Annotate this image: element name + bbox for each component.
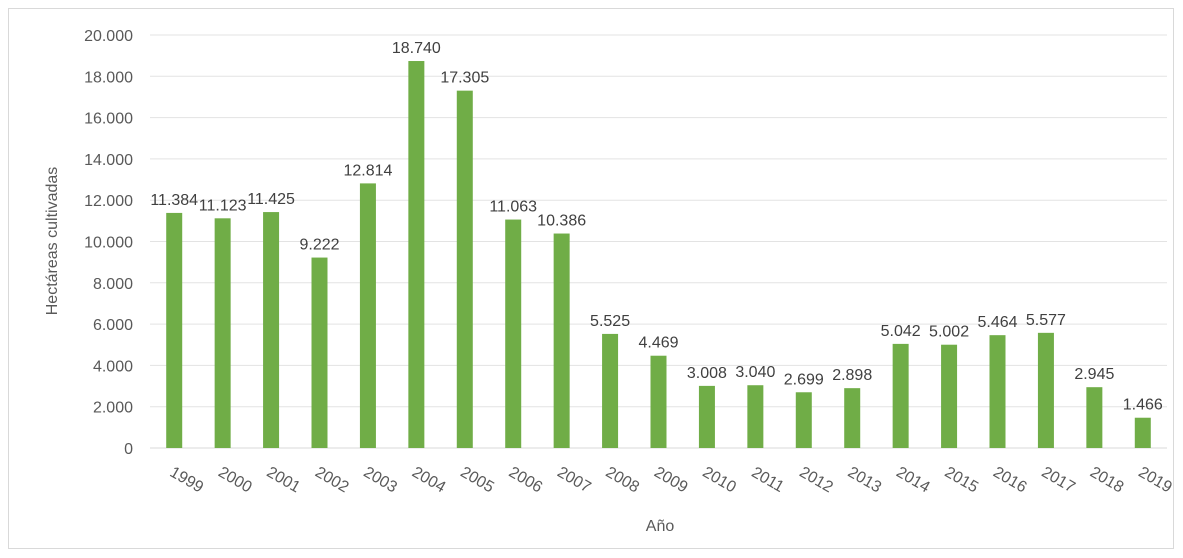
- x-tick-label-2018: 2018: [1087, 464, 1126, 497]
- data-label-2006: 11.063: [489, 199, 537, 216]
- x-tick-label-2013: 2013: [845, 464, 884, 497]
- x-tick-label-2004: 2004: [409, 464, 448, 497]
- bar-2017: [1037, 332, 1054, 448]
- x-tick-label-2014: 2014: [893, 464, 932, 497]
- y-tick-label: 20.000: [84, 28, 133, 45]
- data-label-2004: 18.740: [392, 40, 441, 57]
- data-label-2015: 5.002: [929, 324, 969, 341]
- x-tick-label-2015: 2015: [942, 464, 981, 497]
- data-label-2011: 3.040: [735, 364, 775, 381]
- data-label-2012: 2.699: [784, 371, 824, 388]
- bar-2009: [650, 355, 667, 448]
- y-tick-label: 10.000: [84, 235, 133, 252]
- bar-2019: [1134, 417, 1151, 448]
- data-label-2017: 5.577: [1026, 312, 1066, 329]
- x-tick-label-2019: 2019: [1135, 464, 1174, 497]
- x-tick-label-2008: 2008: [603, 464, 642, 497]
- data-label-2000: 11.123: [199, 197, 247, 214]
- x-axis-ticks: 1999 2000 2001 2002 2003 2004 2005 2006 2007 2008…: [167, 464, 1175, 497]
- bar-2005: [456, 90, 473, 449]
- bar-2000: [214, 218, 231, 448]
- bar-2001: [263, 212, 280, 448]
- bar-2002: [311, 257, 328, 448]
- chart-frame: [8, 8, 1174, 549]
- x-tick-label-2000: 2000: [215, 464, 254, 497]
- data-label-2007: 10.386: [537, 213, 586, 230]
- y-tick-label: 2.000: [93, 400, 133, 417]
- bar-2013: [844, 388, 861, 448]
- bar-2007: [553, 233, 570, 448]
- y-tick-label: 14.000: [84, 152, 133, 169]
- y-tick-label: 18.000: [84, 69, 133, 86]
- y-tick-label: 4.000: [93, 358, 133, 375]
- x-tick-label-2003: 2003: [361, 464, 400, 497]
- x-tick-label-2009: 2009: [651, 464, 690, 497]
- y-tick-label: 0: [124, 441, 133, 458]
- bar-2003: [359, 183, 376, 448]
- data-label-2005: 17.305: [440, 70, 489, 87]
- bar-2016: [989, 335, 1006, 448]
- y-tick-label: 16.000: [84, 111, 133, 128]
- data-label-2008: 5.525: [590, 313, 630, 330]
- bar-2018: [1086, 387, 1103, 448]
- y-tick-label: 12.000: [84, 193, 133, 210]
- bar-2004: [408, 61, 425, 448]
- x-tick-label-2001: 2001: [264, 464, 303, 497]
- data-labels: 11.384 11.123 11.425 9.222 12.814 18.740 17.30…: [150, 40, 1163, 414]
- bar-1999: [166, 212, 183, 448]
- x-tick-label-2005: 2005: [457, 464, 496, 497]
- bar-2006: [505, 219, 522, 448]
- data-label-2019: 1.466: [1123, 397, 1163, 414]
- x-tick-label-2002: 2002: [312, 464, 351, 497]
- data-label-2009: 4.469: [638, 335, 678, 352]
- data-label-2018: 2.945: [1074, 366, 1114, 383]
- bar-2010: [698, 385, 715, 448]
- data-label-2001: 11.425: [247, 191, 295, 208]
- data-label-1999: 11.384: [150, 192, 198, 209]
- x-tick-label-2007: 2007: [554, 464, 593, 497]
- x-tick-label-2011: 2011: [748, 464, 786, 496]
- bar-2015: [941, 344, 958, 448]
- data-label-2014: 5.042: [881, 323, 921, 340]
- bars: [166, 61, 1151, 449]
- data-label-2010: 3.008: [687, 365, 727, 382]
- x-tick-label-1999: 1999: [167, 464, 206, 497]
- x-tick-label-2006: 2006: [506, 464, 545, 497]
- data-label-2003: 12.814: [343, 162, 392, 179]
- x-tick-label-2017: 2017: [1039, 464, 1078, 497]
- y-axis-title: Hectáreas cultivadas: [44, 167, 61, 316]
- x-tick-label-2016: 2016: [990, 464, 1029, 497]
- data-label-2013: 2.898: [832, 367, 872, 384]
- bar-2014: [892, 343, 909, 448]
- data-label-2002: 9.222: [299, 237, 339, 254]
- y-tick-label: 6.000: [93, 317, 133, 334]
- bar-2008: [602, 333, 619, 448]
- x-tick-label-2012: 2012: [796, 464, 835, 497]
- y-axis-ticks: 0 2.000 4.000 6.000 8.000 10.000 12.000 14.000 1…: [84, 28, 133, 458]
- data-label-2016: 5.464: [977, 314, 1017, 331]
- x-tick-label-2010: 2010: [700, 464, 739, 497]
- x-axis-title: Año: [646, 518, 675, 535]
- bar-2011: [747, 385, 764, 448]
- bar-2012: [795, 392, 812, 448]
- y-tick-label: 8.000: [93, 276, 133, 293]
